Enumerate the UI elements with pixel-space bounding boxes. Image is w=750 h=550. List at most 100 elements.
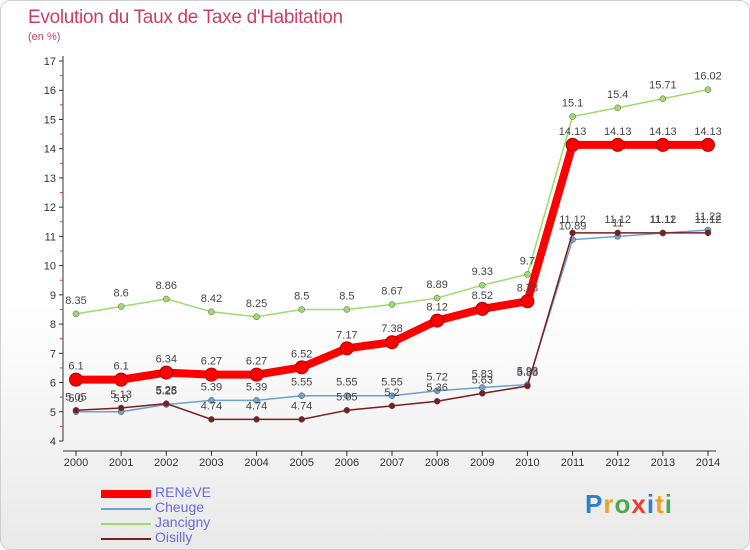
logo-letter: r — [603, 489, 615, 519]
data-point — [479, 281, 486, 289]
data-label: 5.28 — [156, 385, 177, 397]
y-tick-label: 8 — [50, 319, 56, 331]
x-tick-label: 2011 — [561, 457, 585, 469]
x-tick-label: 2009 — [470, 457, 494, 469]
data-label: 5.05 — [65, 391, 86, 403]
x-tick-label: 2014 — [696, 457, 720, 469]
data-point — [72, 310, 80, 318]
data-label: 6.1 — [113, 361, 128, 373]
legend-swatch — [101, 523, 151, 525]
data-point — [433, 294, 441, 302]
data-point — [614, 104, 621, 112]
data-label: 11 — [612, 217, 623, 229]
data-label: 15.71 — [649, 80, 677, 92]
data-label: 14.13 — [604, 126, 632, 138]
data-point — [565, 137, 580, 152]
x-tick-label: 2005 — [289, 457, 313, 469]
y-tick-label: 9 — [50, 290, 56, 302]
data-point — [659, 95, 667, 102]
data-point — [704, 86, 712, 93]
data-label: 5.25 — [156, 385, 177, 397]
data-label: 8.67 — [381, 285, 402, 297]
data-point — [159, 365, 174, 380]
data-label: 8.89 — [426, 279, 447, 291]
logo-letter: i — [664, 489, 673, 519]
x-tick-label: 2006 — [335, 457, 359, 469]
x-tick-label: 2000 — [64, 457, 88, 469]
data-label: 11.12 — [695, 214, 722, 226]
x-tick-label: 2002 — [154, 457, 178, 469]
y-tick-label: 5 — [50, 407, 56, 419]
data-label: 14.13 — [694, 126, 722, 138]
data-label: 4.74 — [201, 400, 222, 412]
data-point — [385, 335, 399, 350]
data-point — [204, 367, 219, 382]
data-label: 6.1 — [68, 361, 83, 373]
legend-label: Jancigny — [155, 514, 211, 530]
y-tick-label: 13 — [44, 173, 56, 185]
data-point — [298, 416, 305, 423]
data-label: 9.33 — [472, 266, 493, 278]
data-label: 8.78 — [517, 282, 538, 294]
y-tick-label: 12 — [44, 202, 56, 214]
data-point — [569, 229, 576, 237]
data-label: 5.55 — [336, 377, 357, 389]
data-point — [253, 416, 260, 423]
data-label: 7.38 — [381, 323, 402, 335]
data-point — [524, 271, 531, 278]
data-label: 8.12 — [426, 302, 447, 314]
data-label: 16.02 — [694, 71, 722, 83]
data-label: 5.05 — [336, 391, 357, 403]
data-point — [479, 390, 486, 397]
data-point — [433, 397, 441, 405]
data-point — [117, 303, 125, 310]
series-lines — [69, 86, 715, 423]
legend-label: RENèVE — [155, 484, 212, 500]
x-tick-label: 2010 — [515, 457, 539, 469]
data-label: 8.5 — [339, 290, 354, 302]
data-point — [388, 392, 396, 399]
y-tick-label: 15 — [44, 114, 56, 126]
data-label: 6.27 — [246, 356, 267, 368]
data-label: 5.72 — [426, 372, 447, 384]
data-label: 7.17 — [336, 329, 357, 341]
legend-label: Oisilly — [155, 529, 193, 545]
data-point — [701, 137, 715, 152]
data-point — [253, 397, 260, 404]
data-label: 6.34 — [156, 354, 177, 366]
data-label: 14.13 — [649, 126, 677, 138]
y-tick-label: 11 — [45, 231, 56, 243]
legend-item: Cheuge — [101, 499, 321, 515]
data-point — [339, 341, 354, 356]
data-label: 8.5 — [294, 290, 309, 302]
data-point — [704, 229, 712, 237]
data-label: 11.12 — [649, 214, 676, 226]
data-point — [69, 372, 83, 387]
data-point — [343, 407, 351, 414]
axes: 4 5 6 7 8 9 10 11 12 13 14 15 16 17 2000 2001 2002 2003 20… — [44, 56, 720, 469]
data-label: 11.12 — [559, 214, 586, 226]
data-label: 8.52 — [472, 290, 493, 302]
x-tick-label: 2001 — [109, 457, 133, 469]
y-tick-label: 17 — [44, 56, 56, 68]
legend-item: Oisilly — [101, 529, 321, 545]
y-tick-label: 10 — [44, 261, 56, 273]
x-tick-label: 2008 — [425, 457, 449, 469]
data-label: 5.93 — [517, 366, 538, 378]
data-point — [343, 392, 351, 399]
data-label: 11.12 — [604, 214, 631, 226]
y-axis-unit: (en %) — [28, 31, 61, 43]
data-point — [208, 397, 215, 404]
data-point — [114, 372, 129, 387]
data-point — [117, 404, 125, 412]
data-label: 15.1 — [562, 98, 583, 110]
data-label: 5.0 — [68, 393, 83, 405]
data-label: 6.52 — [291, 348, 312, 360]
data-point — [249, 367, 264, 382]
data-point — [388, 301, 396, 308]
data-label: 5.0 — [113, 393, 128, 405]
data-label: 5.2 — [384, 387, 399, 399]
data-point — [433, 387, 441, 394]
data-label: 5.13 — [110, 389, 131, 401]
